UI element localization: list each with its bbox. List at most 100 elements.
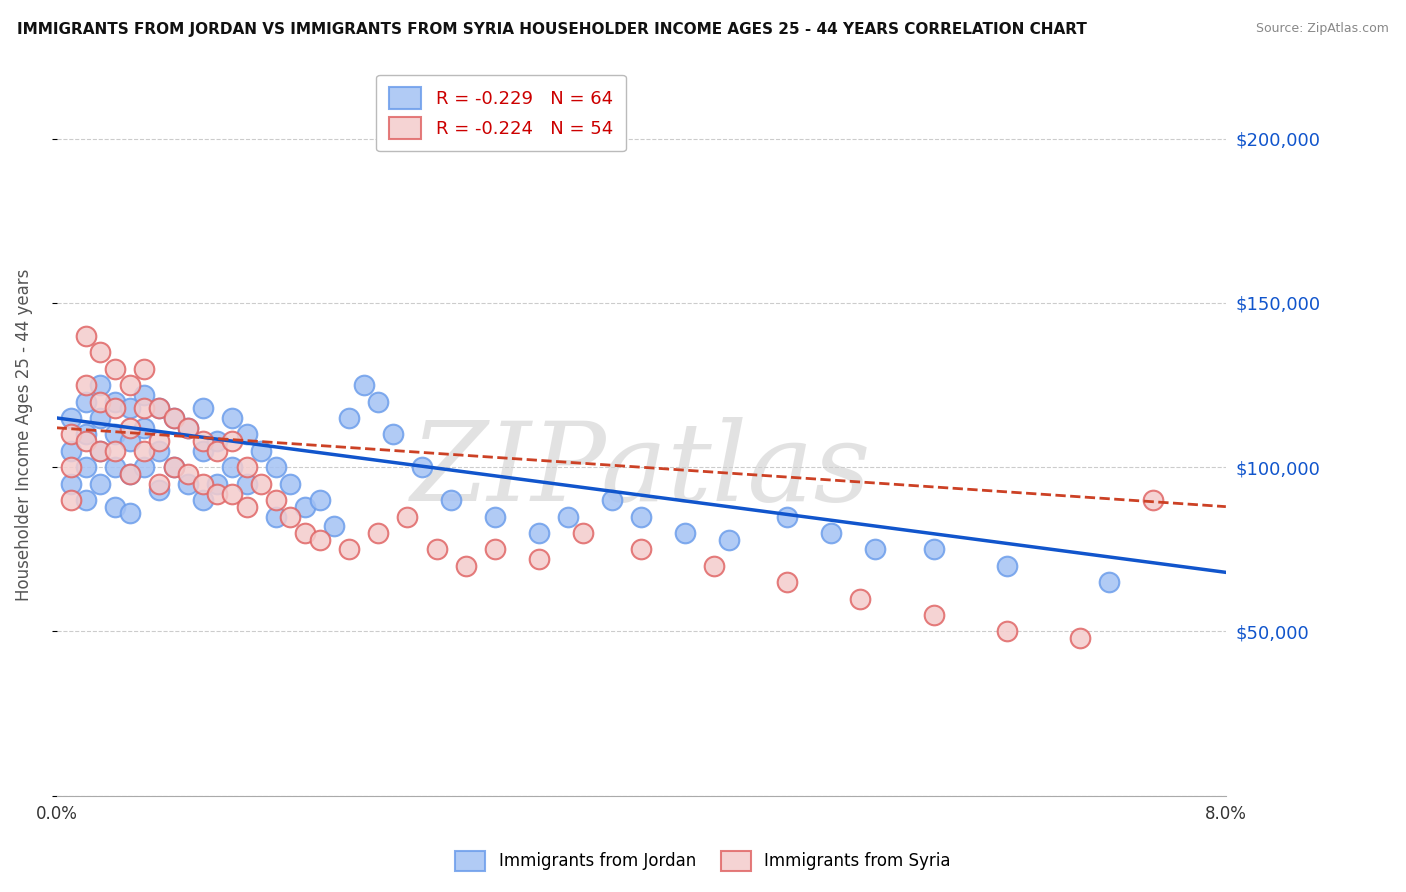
Point <box>75 394 97 409</box>
Point <box>454 558 477 573</box>
Point <box>1098 575 1121 590</box>
Point <box>89 394 111 409</box>
Point <box>995 558 1018 573</box>
Point <box>134 361 156 376</box>
Point <box>134 388 156 402</box>
Point <box>207 476 229 491</box>
Point <box>75 493 97 508</box>
Point <box>104 427 127 442</box>
Point <box>221 460 243 475</box>
Point <box>280 509 302 524</box>
Point <box>776 575 799 590</box>
Point <box>776 509 799 524</box>
Point <box>221 486 243 500</box>
Point <box>280 476 302 491</box>
Point <box>191 493 214 508</box>
Point <box>118 467 141 481</box>
Point <box>60 443 83 458</box>
Point <box>630 542 652 557</box>
Point <box>148 476 170 491</box>
Point <box>148 434 170 448</box>
Point <box>250 443 273 458</box>
Point <box>381 427 404 442</box>
Point <box>411 460 433 475</box>
Point <box>104 460 127 475</box>
Point <box>235 427 257 442</box>
Point <box>221 411 243 425</box>
Point <box>104 401 127 415</box>
Point <box>207 486 229 500</box>
Point <box>118 421 141 435</box>
Point <box>75 460 97 475</box>
Point <box>527 525 550 540</box>
Point <box>557 509 579 524</box>
Point <box>235 460 257 475</box>
Point <box>571 525 593 540</box>
Point <box>162 411 184 425</box>
Point <box>89 345 111 359</box>
Point <box>484 542 506 557</box>
Point <box>353 378 375 392</box>
Point <box>104 394 127 409</box>
Point <box>367 525 389 540</box>
Point <box>191 434 214 448</box>
Point <box>1069 631 1091 645</box>
Point <box>118 467 141 481</box>
Point <box>89 411 111 425</box>
Point <box>440 493 463 508</box>
Point <box>863 542 886 557</box>
Point <box>89 443 111 458</box>
Point <box>308 533 330 547</box>
Point <box>148 401 170 415</box>
Legend: R = -0.229   N = 64, R = -0.224   N = 54: R = -0.229 N = 64, R = -0.224 N = 54 <box>377 75 626 152</box>
Point <box>264 460 287 475</box>
Point <box>118 378 141 392</box>
Point <box>849 591 872 606</box>
Point <box>630 509 652 524</box>
Point <box>703 558 725 573</box>
Point <box>207 443 229 458</box>
Point <box>264 509 287 524</box>
Point <box>527 552 550 566</box>
Point <box>1142 493 1164 508</box>
Point <box>134 421 156 435</box>
Legend: Immigrants from Jordan, Immigrants from Syria: Immigrants from Jordan, Immigrants from … <box>447 842 959 880</box>
Point <box>75 328 97 343</box>
Point <box>235 500 257 514</box>
Point <box>118 401 141 415</box>
Point <box>104 500 127 514</box>
Point <box>235 476 257 491</box>
Text: IMMIGRANTS FROM JORDAN VS IMMIGRANTS FROM SYRIA HOUSEHOLDER INCOME AGES 25 - 44 : IMMIGRANTS FROM JORDAN VS IMMIGRANTS FRO… <box>17 22 1087 37</box>
Point <box>294 500 316 514</box>
Point <box>922 542 945 557</box>
Point <box>177 476 200 491</box>
Point <box>308 493 330 508</box>
Point <box>177 467 200 481</box>
Point <box>60 460 83 475</box>
Point <box>148 401 170 415</box>
Point <box>162 460 184 475</box>
Point <box>673 525 696 540</box>
Point <box>191 476 214 491</box>
Point <box>191 443 214 458</box>
Point <box>60 411 83 425</box>
Point <box>484 509 506 524</box>
Point <box>118 506 141 520</box>
Point <box>600 493 623 508</box>
Point <box>162 411 184 425</box>
Point <box>134 460 156 475</box>
Text: Source: ZipAtlas.com: Source: ZipAtlas.com <box>1256 22 1389 36</box>
Point <box>104 443 127 458</box>
Point <box>60 476 83 491</box>
Point <box>75 427 97 442</box>
Point <box>177 421 200 435</box>
Point <box>60 427 83 442</box>
Point <box>294 525 316 540</box>
Point <box>922 608 945 623</box>
Point <box>337 542 360 557</box>
Point <box>89 476 111 491</box>
Point <box>207 434 229 448</box>
Point <box>191 401 214 415</box>
Point <box>89 378 111 392</box>
Point <box>367 394 389 409</box>
